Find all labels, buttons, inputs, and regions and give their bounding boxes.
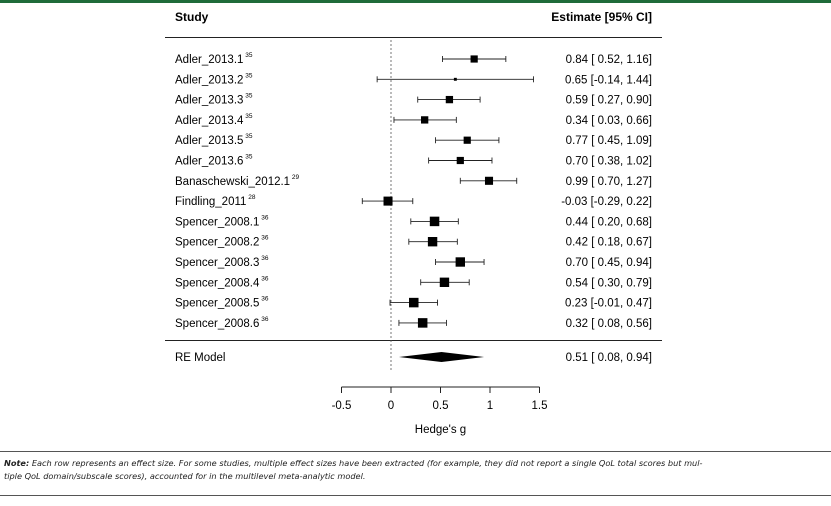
study-reference: 35 bbox=[243, 154, 252, 161]
summary-estimate-label: 0.51 [ 0.08, 0.94] bbox=[566, 352, 652, 364]
study-reference: 35 bbox=[243, 52, 252, 59]
effect-marker bbox=[417, 318, 428, 328]
estimate-label: 0.34 [ 0.03, 0.66] bbox=[566, 115, 652, 127]
study-reference: 35 bbox=[243, 93, 252, 100]
study-label: Spencer_2008.4 36 bbox=[175, 275, 269, 289]
effect-marker bbox=[455, 257, 465, 267]
x-tick-label: 1 bbox=[487, 400, 493, 412]
study-label: Spencer_2008.1 36 bbox=[175, 214, 269, 228]
study-reference: 36 bbox=[259, 214, 268, 221]
estimate-label: 0.65 [-0.14, 1.44] bbox=[565, 74, 652, 86]
effect-marker bbox=[456, 156, 464, 165]
estimate-label: 0.54 [ 0.30, 0.79] bbox=[566, 277, 652, 289]
note-top-rule bbox=[0, 451, 831, 452]
estimate-label: -0.03 [-0.29, 0.22] bbox=[561, 196, 652, 208]
note-text-continued: tiple QoL domain/subscale scores), accou… bbox=[4, 471, 366, 481]
estimate-label: 0.77 [ 0.45, 1.09] bbox=[566, 135, 652, 147]
effect-marker bbox=[429, 216, 440, 227]
summary-label: RE Model bbox=[175, 352, 226, 364]
effect-marker bbox=[453, 77, 457, 81]
estimate-label: 0.99 [ 0.70, 1.27] bbox=[566, 176, 652, 188]
header-estimate: Estimate [95% CI] bbox=[551, 10, 652, 24]
effect-marker bbox=[383, 196, 393, 206]
study-label: Spencer_2008.2 36 bbox=[175, 235, 269, 249]
top-rule bbox=[0, 0, 831, 3]
study-label: Findling_2011 28 bbox=[175, 194, 256, 208]
study-label: Adler_2013.6 35 bbox=[175, 154, 253, 168]
x-tick-label: 0.5 bbox=[433, 400, 449, 412]
x-tick-label: 1.5 bbox=[532, 400, 548, 412]
note-bottom-rule bbox=[0, 495, 831, 496]
study-label: Adler_2013.2 35 bbox=[175, 72, 253, 86]
estimate-label: 0.84 [ 0.52, 1.16] bbox=[566, 54, 652, 66]
header-study: Study bbox=[175, 10, 209, 24]
effect-marker bbox=[427, 237, 438, 247]
effect-marker bbox=[409, 297, 419, 308]
figure-note: Note: Each row represents an effect size… bbox=[4, 457, 826, 483]
study-reference: 35 bbox=[243, 133, 252, 140]
study-reference: 36 bbox=[259, 255, 268, 262]
study-reference: 35 bbox=[243, 113, 252, 120]
forest-plot: Study Estimate [95% CI] Adler_2013.1 35 0.8… bbox=[165, 10, 662, 436]
study-label: Spencer_2008.5 36 bbox=[175, 296, 269, 310]
estimate-label: 0.70 [ 0.45, 0.94] bbox=[566, 257, 652, 269]
study-label: Adler_2013.4 35 bbox=[175, 113, 253, 127]
estimate-label: 0.23 [-0.01, 0.47] bbox=[565, 298, 652, 310]
study-label: Banaschewski_2012.1 29 bbox=[175, 174, 300, 188]
x-tick-label: -0.5 bbox=[332, 400, 352, 412]
study-reference: 28 bbox=[246, 194, 255, 201]
study-reference: 36 bbox=[259, 296, 268, 303]
study-reference: 36 bbox=[259, 235, 268, 242]
effect-marker bbox=[439, 277, 450, 287]
effect-marker bbox=[470, 55, 478, 63]
study-reference: 35 bbox=[243, 72, 252, 79]
effect-marker bbox=[421, 116, 429, 124]
study-reference: 36 bbox=[259, 316, 268, 323]
study-label: Adler_2013.3 35 bbox=[175, 93, 253, 107]
estimate-label: 0.70 [ 0.38, 1.02] bbox=[566, 156, 652, 168]
note-text: Each row represents an effect size. For … bbox=[31, 458, 703, 468]
study-label: Spencer_2008.6 36 bbox=[175, 316, 269, 330]
estimate-label: 0.44 [ 0.20, 0.68] bbox=[566, 216, 652, 228]
study-label: Adler_2013.5 35 bbox=[175, 133, 253, 147]
summary-diamond bbox=[398, 352, 485, 362]
study-reference: 29 bbox=[290, 174, 299, 181]
effect-marker bbox=[463, 136, 471, 144]
study-label: Adler_2013.1 35 bbox=[175, 52, 253, 66]
x-tick-label: 0 bbox=[388, 400, 394, 412]
study-label: Spencer_2008.3 36 bbox=[175, 255, 269, 269]
effect-marker bbox=[484, 176, 494, 185]
effect-marker bbox=[445, 95, 454, 104]
study-reference: 36 bbox=[259, 275, 268, 282]
x-axis-label: Hedge's g bbox=[415, 424, 466, 436]
note-label: Note: bbox=[4, 458, 30, 468]
estimate-label: 0.32 [ 0.08, 0.56] bbox=[566, 318, 652, 330]
estimate-label: 0.42 [ 0.18, 0.67] bbox=[566, 237, 652, 249]
estimate-label: 0.59 [ 0.27, 0.90] bbox=[566, 95, 652, 107]
